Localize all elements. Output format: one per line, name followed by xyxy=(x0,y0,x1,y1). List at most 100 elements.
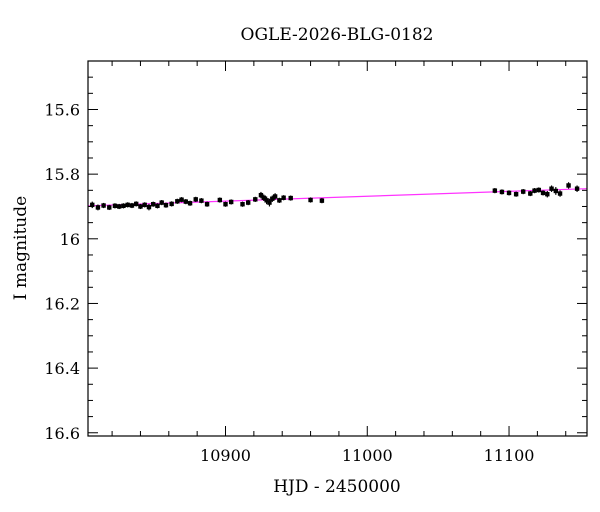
point-marker xyxy=(228,199,234,205)
data-point xyxy=(228,199,234,205)
data-point xyxy=(267,198,272,207)
point-marker xyxy=(169,201,174,207)
data-point xyxy=(532,188,537,194)
point-marker xyxy=(199,198,204,203)
data-point xyxy=(513,191,519,197)
x-tick-label: 10900 xyxy=(200,446,251,465)
data-point xyxy=(536,187,542,193)
point-marker xyxy=(253,197,258,202)
point-marker xyxy=(506,190,512,196)
x-tick-label: 11000 xyxy=(342,446,393,465)
point-marker xyxy=(532,188,537,193)
point-marker xyxy=(528,191,533,196)
data-point xyxy=(159,200,164,206)
point-marker xyxy=(116,204,122,209)
data-point xyxy=(308,197,313,203)
data-point xyxy=(199,198,204,204)
point-marker xyxy=(121,203,126,209)
y-tick-label: 16 xyxy=(60,230,80,249)
point-marker xyxy=(183,199,189,204)
point-marker xyxy=(107,205,112,210)
point-marker xyxy=(217,197,223,203)
point-marker xyxy=(245,200,251,205)
data-point xyxy=(281,195,286,201)
point-marker xyxy=(125,202,130,208)
point-marker xyxy=(264,198,269,203)
point-marker xyxy=(549,186,554,191)
point-marker xyxy=(146,204,152,210)
data-point xyxy=(245,200,251,206)
data-point xyxy=(566,182,571,189)
y-tick-label: 15.8 xyxy=(44,165,80,184)
point-marker xyxy=(204,202,210,207)
point-marker xyxy=(142,202,147,208)
x-axis-title: HJD - 2450000 xyxy=(273,477,401,497)
data-point xyxy=(270,195,275,202)
point-marker xyxy=(540,190,546,196)
data-point xyxy=(540,190,546,196)
data-point xyxy=(187,200,193,206)
point-marker xyxy=(574,186,580,191)
chart-title: OGLE-2026-BLG-0182 xyxy=(241,25,434,45)
point-marker xyxy=(95,205,101,210)
data-point xyxy=(163,202,169,208)
point-marker xyxy=(175,199,180,204)
point-marker xyxy=(133,201,139,207)
point-marker xyxy=(566,183,571,188)
data-points-layer xyxy=(90,182,580,211)
point-marker xyxy=(267,200,272,205)
point-marker xyxy=(492,188,498,193)
point-marker xyxy=(553,188,559,194)
data-point xyxy=(112,203,118,209)
point-marker xyxy=(223,202,228,207)
point-marker xyxy=(187,201,193,206)
tick-labels-layer: 10900 11000 11100 15.6 15.8 16 16.2 16.4 16.6 xyxy=(44,100,534,465)
data-point xyxy=(253,196,258,202)
data-point xyxy=(116,203,122,210)
point-marker xyxy=(155,203,160,209)
data-point xyxy=(277,197,282,203)
data-point xyxy=(272,193,278,200)
point-marker xyxy=(557,191,563,196)
point-marker xyxy=(101,203,106,208)
data-point xyxy=(557,190,563,197)
axis-ticks-layer xyxy=(88,60,587,436)
point-marker xyxy=(521,189,526,194)
data-point xyxy=(499,189,505,195)
data-point xyxy=(549,185,554,192)
point-marker xyxy=(513,191,519,197)
data-point xyxy=(261,194,266,201)
data-point xyxy=(133,201,139,207)
data-point xyxy=(217,197,223,203)
point-marker xyxy=(308,197,313,203)
data-point xyxy=(492,188,498,194)
data-point xyxy=(90,201,95,209)
data-point xyxy=(95,204,101,211)
point-marker xyxy=(129,203,135,208)
data-point xyxy=(553,187,559,195)
data-point xyxy=(545,190,550,198)
point-marker xyxy=(151,202,156,207)
point-marker xyxy=(138,204,143,209)
y-tick-label: 16.2 xyxy=(44,294,80,313)
data-point xyxy=(319,198,325,204)
plot-frame xyxy=(87,60,588,437)
x-tick-label: 11100 xyxy=(484,446,535,465)
y-tick-label: 15.6 xyxy=(44,100,80,119)
data-point xyxy=(528,190,533,197)
point-marker xyxy=(272,194,278,199)
point-marker xyxy=(499,189,505,195)
y-axis-title: I magnitude xyxy=(11,196,31,300)
data-point xyxy=(264,196,269,205)
data-point xyxy=(179,197,184,203)
data-point xyxy=(146,203,152,211)
point-marker xyxy=(270,196,275,201)
data-point xyxy=(121,203,126,209)
point-marker xyxy=(277,198,282,203)
data-point xyxy=(101,202,106,209)
data-point xyxy=(204,201,210,207)
data-point xyxy=(138,203,143,210)
point-marker xyxy=(536,187,542,193)
point-marker xyxy=(240,202,245,207)
